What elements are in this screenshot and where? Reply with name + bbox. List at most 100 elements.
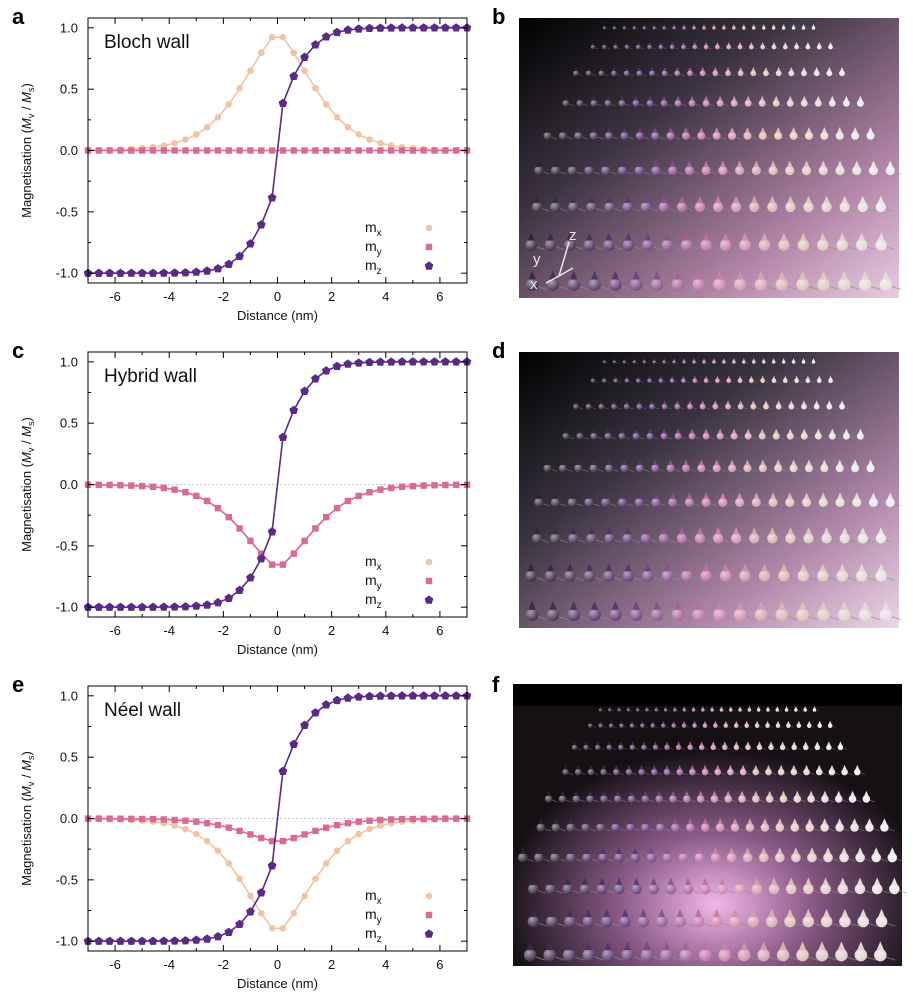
- spin-highlight: [837, 883, 849, 895]
- spin-highlight: [603, 570, 615, 582]
- spin-highlight: [635, 44, 641, 50]
- spin-arrow: [702, 563, 710, 572]
- spin-arrow: [662, 67, 667, 72]
- spin-arrow: [749, 375, 753, 379]
- spin-highlight: [632, 99, 640, 107]
- spin-highlight: [715, 823, 725, 832]
- spin-highlight: [544, 239, 557, 251]
- data-point-my: [203, 497, 211, 505]
- spin-highlight: [713, 723, 718, 728]
- spin-highlight: [620, 131, 629, 140]
- spin-arrow: [718, 95, 723, 101]
- spin-arrow: [702, 358, 706, 361]
- spin-arrow: [609, 720, 613, 724]
- spin-highlight: [699, 883, 711, 895]
- spin-arrow: [819, 563, 827, 572]
- spin-highlight: [608, 708, 612, 712]
- spin-highlight: [614, 852, 624, 863]
- spin-arrow: [741, 764, 746, 770]
- spin-highlight: [620, 464, 629, 473]
- data-point-mz: [159, 268, 169, 277]
- spin-arrow: [584, 847, 590, 854]
- spin-highlight: [815, 768, 823, 776]
- spin-arrow: [816, 428, 821, 434]
- spin-arrow: [819, 600, 828, 610]
- spin-arrow: [690, 428, 695, 434]
- spin-highlight: [786, 432, 794, 440]
- spin-arrow: [703, 764, 708, 770]
- spin-arrow: [547, 563, 554, 572]
- spin-arrow: [712, 24, 716, 27]
- spin-highlight: [775, 823, 785, 832]
- spin-arrow: [779, 941, 787, 951]
- spin-highlight: [858, 608, 872, 621]
- spin-arrow: [694, 600, 703, 610]
- spin-arrow: [732, 95, 737, 101]
- legend-marker-mx: [425, 224, 433, 232]
- spin-arrow: [787, 492, 793, 499]
- spin-highlight: [701, 768, 709, 776]
- spin-highlight: [558, 131, 567, 140]
- spin-arrow: [828, 720, 832, 724]
- spin-arrow: [623, 24, 626, 27]
- spin-arrow: [726, 67, 730, 72]
- spin-arrow: [648, 375, 651, 379]
- spin-highlight: [752, 360, 756, 364]
- data-point-mz: [332, 27, 342, 37]
- data-point-mx: [279, 33, 287, 41]
- data-point-mz: [332, 695, 342, 705]
- spin-arrow: [604, 941, 612, 951]
- spin-highlight: [885, 165, 895, 176]
- spin-highlight: [817, 608, 830, 621]
- spin-highlight: [635, 708, 640, 712]
- spin-highlight: [632, 432, 640, 440]
- data-point-mz: [267, 861, 277, 870]
- spin-arrow: [669, 160, 676, 167]
- spin-highlight: [737, 70, 744, 77]
- y-tick-label: -0.5: [56, 872, 78, 887]
- spin-highlight: [729, 915, 741, 928]
- x-tick-label: 6: [436, 289, 443, 304]
- spin-arrow: [713, 908, 721, 917]
- data-point-mx: [160, 142, 168, 149]
- spin-highlight: [797, 570, 810, 582]
- data-point-my: [388, 816, 395, 823]
- spin-arrow: [529, 908, 537, 917]
- spin-highlight: [676, 201, 687, 213]
- spin-highlight: [566, 852, 576, 863]
- x-tick-label: -2: [218, 623, 230, 638]
- spin-arrow: [612, 400, 616, 405]
- y-axis-label: Magnetisation (Mv / Ms): [19, 83, 36, 218]
- spin-arrow: [547, 232, 554, 241]
- spin-highlight: [582, 852, 592, 863]
- spin-highlight: [875, 201, 887, 213]
- data-point-mz: [343, 359, 353, 368]
- spin-highlight: [625, 768, 633, 776]
- spin-highlight: [803, 201, 814, 213]
- spin-highlight: [622, 26, 627, 30]
- data-point-mz: [451, 23, 461, 32]
- spin-arrow: [527, 563, 535, 572]
- spin-arrow: [788, 428, 793, 434]
- spin-arrow: [682, 941, 690, 951]
- spin-lattice-render-bloch: y z x: [519, 18, 902, 298]
- spin-highlight: [801, 403, 807, 410]
- spin-arrow: [749, 908, 757, 917]
- data-point-my: [333, 147, 341, 154]
- spin-arrow: [577, 95, 582, 101]
- data-point-mz: [235, 251, 244, 260]
- spin-arrow: [624, 67, 629, 72]
- spin-highlight: [649, 70, 655, 77]
- spin-arrow: [675, 67, 680, 72]
- spin-arrow: [632, 600, 640, 610]
- spin-highlight: [760, 378, 765, 384]
- data-point-my: [344, 497, 352, 505]
- spin-arrow: [722, 358, 725, 361]
- spin-arrow: [739, 790, 745, 796]
- data-point-my: [193, 147, 200, 154]
- data-point-mz: [289, 405, 299, 414]
- data-point-mx: [203, 837, 211, 845]
- spin-arrow: [745, 720, 749, 724]
- x-axis-label: Distance (nm): [237, 308, 318, 323]
